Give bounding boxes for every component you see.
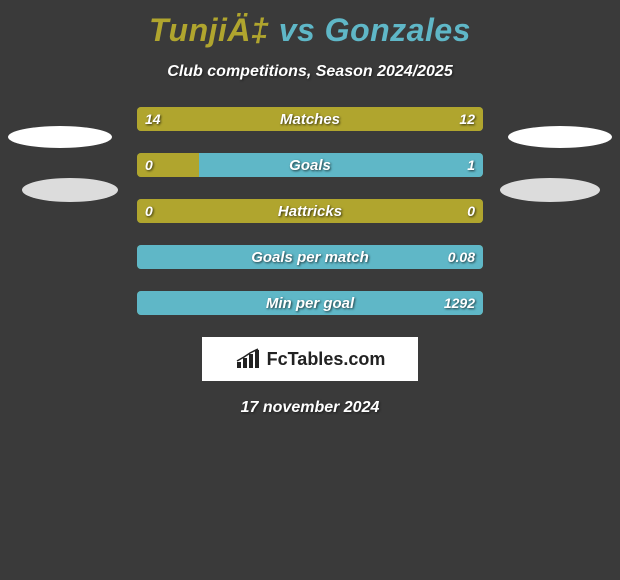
avatar-ellipse (22, 178, 118, 202)
logo-text: FcTables.com (267, 349, 386, 370)
stat-label: Goals per match (137, 245, 483, 269)
stat-row: 00Hattricks (137, 199, 483, 223)
title-player2: Gonzales (325, 12, 471, 48)
title-vs: vs (269, 12, 324, 48)
bars-icon (235, 348, 261, 370)
stat-row: 0.08Goals per match (137, 245, 483, 269)
stat-row: 01Goals (137, 153, 483, 177)
stat-label: Hattricks (137, 199, 483, 223)
stat-row: 1292Min per goal (137, 291, 483, 315)
title-player1: TunjiÄ‡ (149, 12, 269, 48)
subtitle: Club competitions, Season 2024/2025 (0, 63, 620, 81)
stat-label: Goals (137, 153, 483, 177)
avatar-ellipse (508, 126, 612, 148)
page-title: TunjiÄ‡ vs Gonzales (0, 0, 620, 49)
avatar-ellipse (8, 126, 112, 148)
logo-box: FcTables.com (202, 337, 418, 381)
stat-row: 1412Matches (137, 107, 483, 131)
avatar-ellipse (500, 178, 600, 202)
date-line: 17 november 2024 (0, 399, 620, 417)
stat-label: Matches (137, 107, 483, 131)
stat-label: Min per goal (137, 291, 483, 315)
